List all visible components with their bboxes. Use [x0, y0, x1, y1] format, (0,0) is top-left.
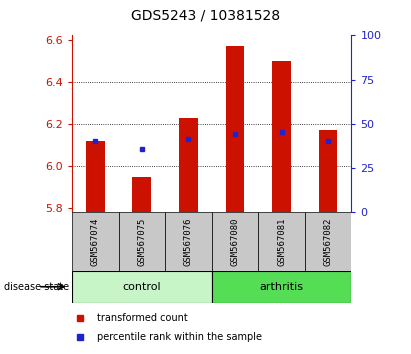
- Bar: [132, 177, 151, 212]
- Bar: [86, 141, 104, 212]
- Bar: [226, 46, 244, 212]
- Text: control: control: [122, 282, 161, 292]
- Text: GDS5243 / 10381528: GDS5243 / 10381528: [131, 9, 280, 23]
- Bar: [305, 212, 351, 271]
- Text: disease state: disease state: [4, 282, 69, 292]
- Bar: [72, 271, 212, 303]
- Text: arthritis: arthritis: [259, 282, 304, 292]
- Text: GSM567074: GSM567074: [91, 217, 100, 266]
- Text: GSM567082: GSM567082: [323, 217, 332, 266]
- Bar: [319, 130, 337, 212]
- Text: percentile rank within the sample: percentile rank within the sample: [97, 332, 262, 342]
- Text: GSM567075: GSM567075: [137, 217, 146, 266]
- Text: transformed count: transformed count: [97, 313, 188, 323]
- Bar: [118, 212, 165, 271]
- Text: GSM567081: GSM567081: [277, 217, 286, 266]
- Bar: [258, 212, 305, 271]
- Bar: [212, 212, 258, 271]
- Bar: [272, 61, 291, 212]
- Text: GSM567076: GSM567076: [184, 217, 193, 266]
- Bar: [179, 118, 198, 212]
- Text: GSM567080: GSM567080: [231, 217, 240, 266]
- Bar: [72, 212, 118, 271]
- Bar: [165, 212, 212, 271]
- Bar: [212, 271, 351, 303]
